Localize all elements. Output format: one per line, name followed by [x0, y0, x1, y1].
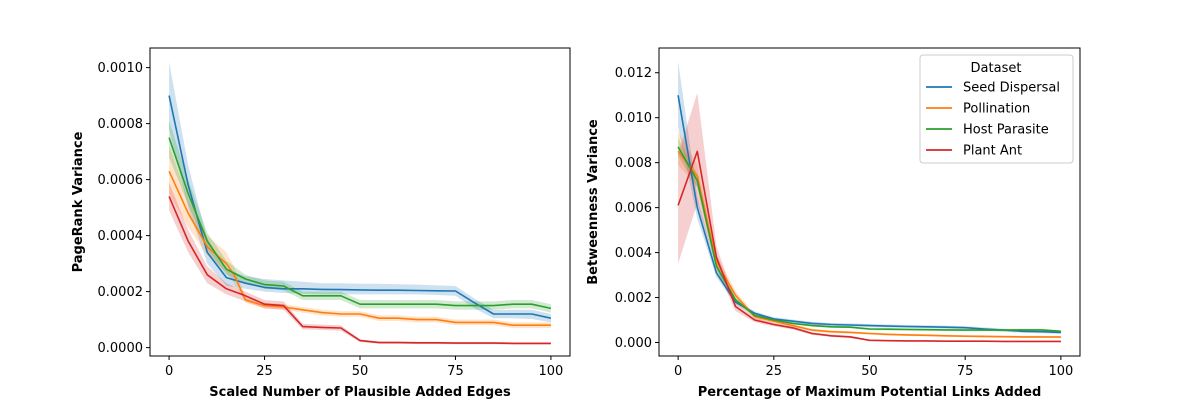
- pagerank-y-tick-label: 0.0008: [98, 117, 144, 132]
- betweenness-x-axis-label: Percentage of Maximum Potential Links Ad…: [698, 385, 1042, 400]
- betweenness-x-tick-label: 25: [766, 364, 783, 379]
- betweenness-x-ticks: 0 25 50 75 100: [674, 356, 1073, 379]
- pagerank-y-tick-label: 0.0000: [98, 341, 144, 356]
- legend-entries: Seed Dispersal Pollination Host Parasite Pl…: [926, 81, 1060, 159]
- pagerank-x-tick-label: 75: [447, 364, 464, 379]
- betweenness-y-tick-label: 0.010: [615, 111, 652, 126]
- pagerank-x-tick-label: 25: [256, 364, 273, 379]
- betweenness-x-tick-label: 100: [1048, 364, 1073, 379]
- betweenness-y-axis-label: Betweenness Variance: [586, 119, 601, 285]
- pagerank-y-axis-label: PageRank Variance: [71, 131, 86, 272]
- pagerank-y-tick-label: 0.0010: [98, 61, 144, 76]
- legend: Dataset Seed Dispersal Pollination Host Pa…: [919, 54, 1074, 164]
- pagerank-x-axis-label: Scaled Number of Plausible Added Edges: [209, 385, 511, 400]
- betweenness-y-tick-label: 0.008: [615, 156, 652, 171]
- legend-label-seed-dispersal: Seed Dispersal: [963, 81, 1060, 96]
- betweenness-line-host-parasite: [677, 146, 1061, 333]
- pagerank-x-tick-label: 0: [165, 364, 173, 379]
- betweenness-panel: 0 25 50 75 100 0.000 0.002 0.004 0.006 0.008 0.01…: [586, 47, 1081, 400]
- betweenness-y-tick-label: 0.006: [615, 201, 652, 216]
- pagerank-y-tick-label: 0.0006: [98, 173, 144, 188]
- pagerank-line-pollination: [168, 170, 551, 327]
- pagerank-y-tick-label: 0.0004: [98, 229, 144, 244]
- betweenness-line-pollination: [677, 150, 1061, 338]
- betweenness-y-ticks: 0.000 0.002 0.004 0.006 0.008 0.010 0.012: [615, 66, 659, 351]
- pagerank-line-plant-ant: [168, 196, 551, 345]
- legend-box: [919, 54, 1074, 164]
- legend-label-pollination: Pollination: [963, 102, 1030, 117]
- betweenness-y-tick-label: 0.012: [615, 66, 652, 81]
- betweenness-line-plant-ant: [677, 150, 1061, 343]
- betweenness-x-tick-label: 50: [861, 364, 878, 379]
- betweenness-y-tick-label: 0.002: [615, 291, 652, 306]
- pagerank-y-tick-label: 0.0002: [98, 285, 144, 300]
- pagerank-x-tick-label: 100: [538, 364, 563, 379]
- betweenness-x-tick-label: 75: [957, 364, 974, 379]
- legend-label-host-parasite: Host Parasite: [963, 123, 1049, 138]
- pagerank-line-seed-dispersal: [168, 95, 552, 319]
- pagerank-panel: 0 25 50 75 100 0.00000.00020.00040.00060.000…: [71, 47, 571, 400]
- betweenness-x-tick-label: 0: [674, 364, 682, 379]
- betweenness-y-tick-label: 0.000: [615, 336, 652, 351]
- pagerank-x-ticks: 0 25 50 75 100: [165, 356, 563, 379]
- betweenness-series-lines: [677, 95, 1061, 343]
- betweenness-y-tick-label: 0.004: [615, 246, 652, 261]
- pagerank-line-host-parasite: [168, 137, 552, 310]
- legend-label-plant-ant: Plant Ant: [963, 144, 1022, 159]
- pagerank-y-ticks: 0.0000 0.0002 0.0004 0.0006 0.0008 0.0010: [98, 61, 150, 356]
- pagerank-series-lines: [168, 95, 552, 345]
- legend-title: Dataset: [971, 61, 1022, 76]
- pagerank-x-tick-label: 50: [352, 364, 369, 379]
